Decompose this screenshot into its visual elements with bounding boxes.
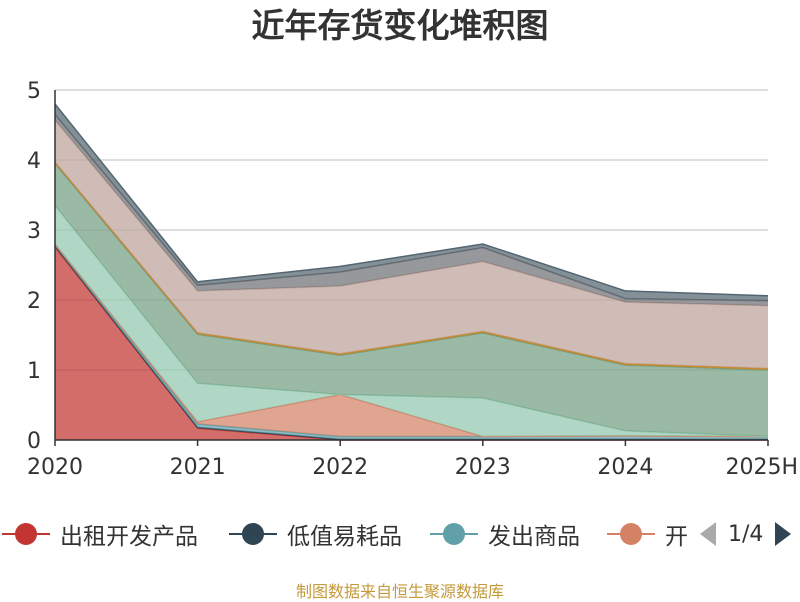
x-tick-label: 2022: [312, 455, 368, 480]
x-tick-label: 2020: [27, 455, 83, 480]
legend-marker-icon: [2, 523, 50, 545]
legend-item[interactable]: 开: [605, 512, 688, 556]
area-series-0[interactable]: [55, 246, 768, 440]
legend-marker-icon: [229, 523, 277, 545]
area-series-layer[interactable]: [54, 103, 769, 441]
area-series-7[interactable]: [55, 120, 768, 369]
axes: 0 1 2 3 4 5 2020 2021 2022 2023 2024 2025H: [27, 79, 798, 480]
y-tick-label: 0: [27, 429, 41, 454]
x-tick-label: 2021: [170, 455, 226, 480]
area-series-line-9: [54, 103, 769, 297]
legend: 出租开发产品 低值易耗品 发出商品 开: [0, 512, 800, 556]
legend-label: 出租开发产品: [60, 524, 198, 550]
legend-item[interactable]: 低值易耗品: [227, 512, 402, 556]
x-tick-label: 2023: [455, 455, 511, 480]
legend-marker-icon: [430, 523, 478, 545]
x-tick-label: 2024: [597, 455, 653, 480]
legend-label: 低值易耗品: [287, 524, 402, 550]
area-series-5[interactable]: [55, 163, 768, 437]
legend-marker-icon: [607, 523, 655, 545]
legend-pager: 1/4: [698, 512, 793, 556]
y-tick-label: 2: [27, 289, 41, 314]
y-tick-label: 1: [27, 359, 41, 384]
triangle-right-icon[interactable]: [771, 520, 793, 548]
legend-page-indicator: 1/4: [728, 521, 764, 547]
y-tick-label: 3: [27, 219, 41, 244]
y-tick-label: 5: [27, 79, 41, 104]
y-tick-label: 4: [27, 149, 41, 174]
legend-item[interactable]: 发出商品: [428, 512, 580, 556]
legend-label: 开: [665, 524, 688, 550]
legend-item[interactable]: 出租开发产品: [0, 512, 198, 556]
source-note: 制图数据来自恒生聚源数据库: [295, 582, 504, 601]
x-tick-label: 2025H: [725, 455, 798, 480]
legend-label: 发出商品: [488, 524, 580, 550]
triangle-left-icon[interactable]: [698, 520, 720, 548]
area-series-8[interactable]: [55, 114, 768, 306]
chart-title: 近年存货变化堆积图: [251, 6, 549, 45]
